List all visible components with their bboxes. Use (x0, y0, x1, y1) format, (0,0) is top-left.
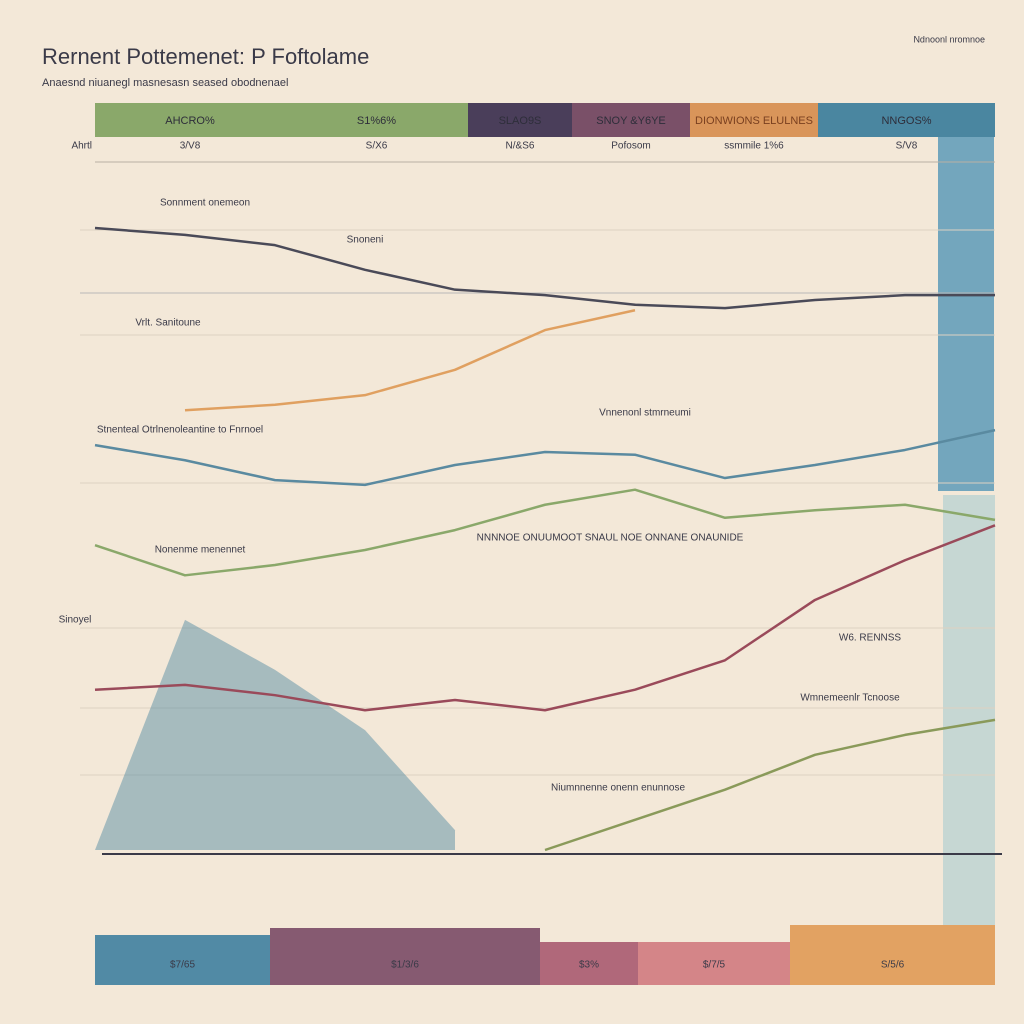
header-label: SLAO9S (499, 115, 542, 127)
annotation: Nonenme menennet (155, 545, 246, 556)
header-cell (690, 103, 818, 137)
header-sub: Pofosom (611, 141, 650, 152)
annotation: Wmnemeenlr Tcnoose (800, 693, 900, 704)
line (94, 428, 996, 487)
header-label: NNGOS% (881, 115, 931, 127)
footer-label: $/7/5 (703, 960, 726, 971)
annotation: W6. RENNSS (839, 633, 902, 644)
annotation: Sinoyel (59, 615, 92, 626)
header-label: AHCRO% (165, 115, 215, 127)
footer-label: $3% (579, 960, 599, 971)
footer-label: $1/3/6 (391, 960, 419, 971)
footer-block (270, 928, 540, 985)
footer-block (638, 942, 790, 985)
row-label: Ahrtl (71, 141, 92, 152)
header-sub: 3/V8 (180, 141, 201, 152)
line (544, 718, 996, 852)
footer-block (540, 942, 638, 985)
annotation: Vnnenonl stmrneumi (599, 408, 691, 419)
header-label: SNOY &Y6YE (596, 115, 666, 127)
footer-block (790, 925, 995, 985)
line (184, 308, 636, 412)
annotation: Niumnnenne onenn enunnose (551, 783, 685, 794)
footer-label: $7/65 (170, 960, 195, 971)
header-label: DIONWIONS ELULNES (695, 115, 813, 127)
footer-block (95, 935, 270, 985)
line (94, 226, 995, 310)
annotation: Snoneni (347, 235, 384, 246)
corner-note: Ndnoonl nromnoe (913, 34, 985, 44)
header-cell (285, 103, 468, 137)
subtitle: Anaesnd niuanegl masnesasn seased obodne… (42, 77, 288, 89)
header-sub: ssmmile 1%6 (724, 141, 784, 152)
header-cell (818, 103, 995, 137)
line (94, 488, 996, 577)
header-cell (468, 103, 572, 137)
annotation: Vrlt. Sanitoune (135, 318, 201, 329)
header-cell (95, 103, 285, 137)
line (94, 524, 996, 712)
header-sub: S/X6 (366, 141, 388, 152)
annotation: Sonnment onemeon (160, 198, 250, 209)
annotation: Stnenteal Otrlnenoleantine to Fnrnoel (97, 425, 263, 436)
header-label: S1%6% (357, 115, 396, 127)
area (95, 619, 455, 850)
header-sub: N/&S6 (506, 141, 535, 152)
annotation: NNNNOE ONUUMOOT SNAUL NOE ONNANE ONAUNID… (477, 533, 744, 544)
side-bar-light (943, 495, 995, 925)
header-sub: S/V8 (896, 141, 918, 152)
title: Rernent Pottemenet: P Foftolame (42, 44, 369, 69)
footer-label: S/5/6 (881, 960, 905, 971)
header-cell (572, 103, 690, 137)
